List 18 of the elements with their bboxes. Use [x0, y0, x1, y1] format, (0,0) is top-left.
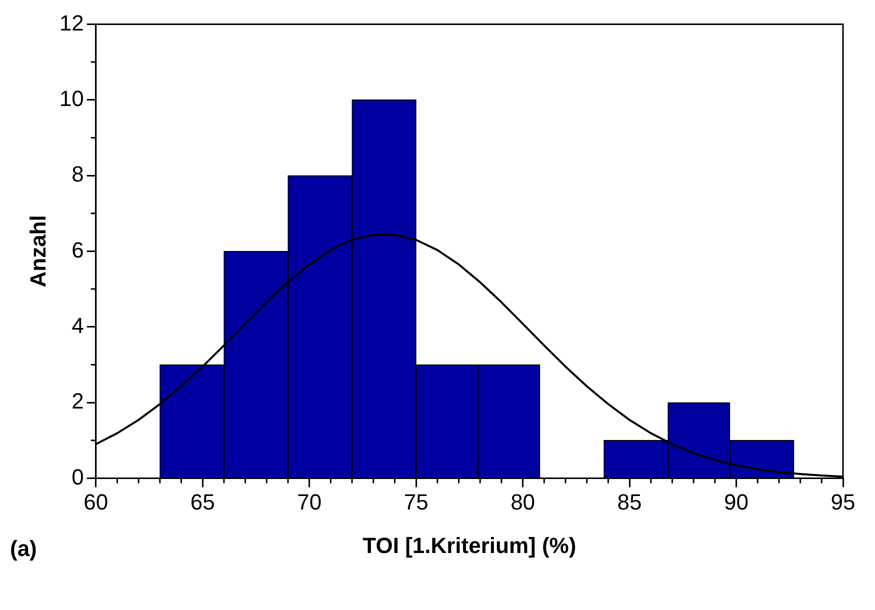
x-tick-label: 65	[190, 489, 215, 514]
y-axis-title: Anzahl	[25, 215, 50, 288]
x-tick-label: 70	[297, 489, 322, 514]
x-tick-label: 60	[84, 489, 108, 514]
y-tick-label: 12	[59, 10, 84, 36]
y-tick-label: 6	[72, 237, 84, 262]
x-tick-label: 80	[510, 489, 536, 514]
x-tick-label: 95	[830, 489, 856, 514]
x-axis-title: TOI [1.Kriterium] (%)	[362, 532, 576, 558]
y-tick-label: 0	[72, 464, 84, 490]
y-tick-label: 8	[72, 162, 84, 187]
y-tick-label: 4	[72, 312, 84, 338]
y-tick-label: 2	[72, 388, 84, 414]
x-tick-label: 90	[724, 489, 749, 514]
x-tick-label: 75	[404, 489, 428, 514]
y-tick-label: 10	[59, 86, 84, 111]
text: (a)	[10, 536, 37, 562]
x-tick-label: 85	[617, 489, 642, 514]
